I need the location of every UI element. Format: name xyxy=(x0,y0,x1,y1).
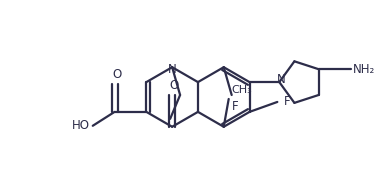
Text: CH₃: CH₃ xyxy=(232,85,252,95)
Text: N: N xyxy=(168,63,176,76)
Text: HO: HO xyxy=(72,119,90,132)
Text: O: O xyxy=(112,68,121,81)
Text: O: O xyxy=(169,79,179,91)
Text: N: N xyxy=(277,73,286,86)
Text: F: F xyxy=(232,100,239,113)
Text: NH₂: NH₂ xyxy=(353,63,376,76)
Text: F: F xyxy=(284,96,291,108)
